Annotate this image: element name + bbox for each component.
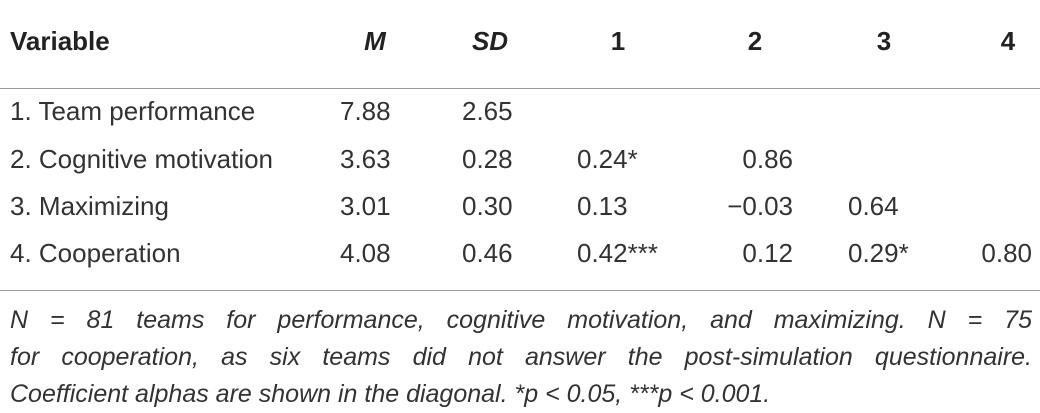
- column-header: Variable: [10, 26, 110, 56]
- table-cell: 7.88: [340, 96, 391, 126]
- table-cell: 3.63: [340, 144, 391, 174]
- row-label: 1. Team performance: [10, 96, 256, 126]
- table-cell: 4.08: [340, 238, 391, 268]
- row-label: 4. Cooperation: [10, 238, 181, 268]
- table-cell: 0.24*: [577, 144, 638, 174]
- column-header: M: [364, 26, 386, 56]
- column-header: 3: [876, 26, 892, 56]
- table-cell: 0.12: [742, 238, 793, 268]
- footnote-line: for cooperation, as six teams did not an…: [10, 343, 1032, 371]
- table-cell: 0.30: [462, 191, 513, 221]
- column-header: 2: [747, 26, 763, 56]
- table-cell: 0.86: [742, 144, 793, 174]
- column-header: 1: [610, 26, 626, 56]
- table-cell: 0.29*: [848, 238, 909, 268]
- bottom-rule: [0, 290, 1040, 291]
- footnote-line: N = 81 teams for performance, cognitive …: [10, 306, 1032, 334]
- header-rule: [0, 88, 1040, 89]
- table-cell: 0.64: [848, 191, 899, 221]
- column-header: SD: [471, 26, 509, 56]
- footnote-line: Coefficient alphas are shown in the diag…: [10, 380, 771, 408]
- table-cell: 0.80: [981, 238, 1032, 268]
- table-cell: 0.13: [577, 191, 628, 221]
- table-cell: 2.65: [462, 96, 513, 126]
- column-header: 4: [1000, 26, 1016, 56]
- table-cell: 0.46: [462, 238, 513, 268]
- table-cell: 0.28: [462, 144, 513, 174]
- row-label: 3. Maximizing: [10, 191, 169, 221]
- table-cell: 3.01: [340, 191, 391, 221]
- table-cell: 0.42***: [577, 238, 658, 268]
- table-cell: −0.03: [727, 191, 793, 221]
- row-label: 2. Cognitive motivation: [10, 144, 274, 174]
